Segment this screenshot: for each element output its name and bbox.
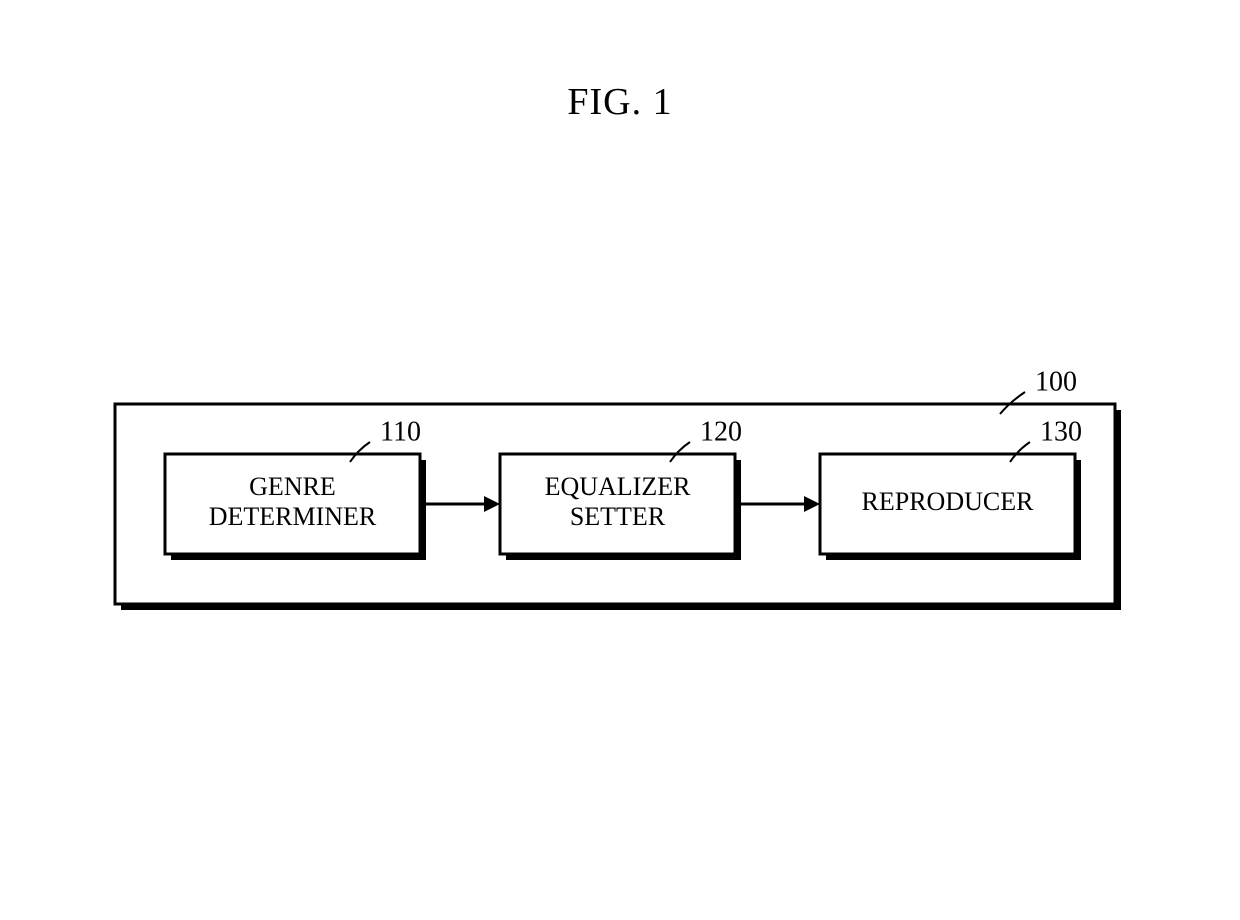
figure-title: FIG. 1 (0, 0, 1240, 124)
svg-text:GENRE: GENRE (249, 472, 336, 501)
svg-text:DETERMINER: DETERMINER (209, 502, 377, 531)
svg-text:100: 100 (1035, 366, 1077, 397)
block-diagram: 100 GENREDETERMINER 110 EQUALIZERSETTER 120 R… (0, 124, 1240, 884)
svg-text:120: 120 (700, 416, 742, 447)
svg-text:EQUALIZER: EQUALIZER (545, 472, 692, 501)
svg-text:110: 110 (380, 416, 421, 447)
svg-text:REPRODUCER: REPRODUCER (862, 487, 1035, 516)
svg-text:130: 130 (1040, 416, 1082, 447)
svg-text:SETTER: SETTER (570, 502, 666, 531)
